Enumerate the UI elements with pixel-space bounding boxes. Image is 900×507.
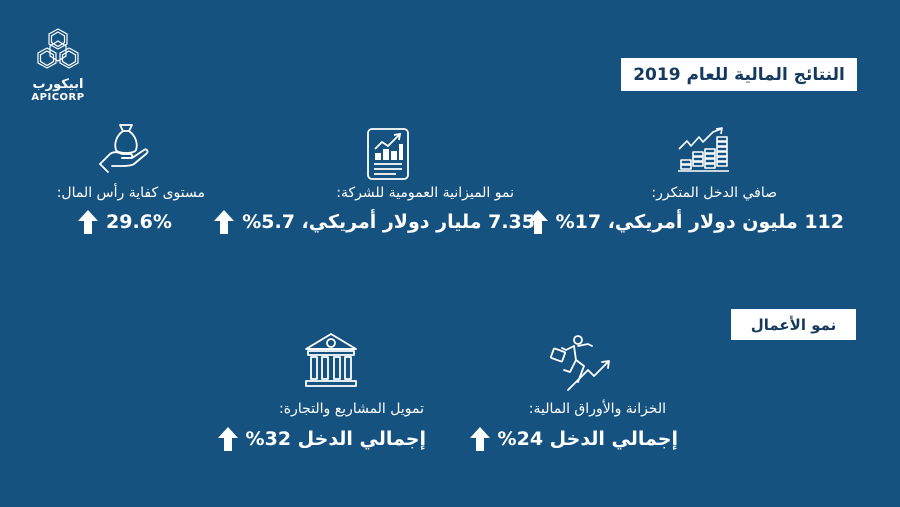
net-recurring-income-label: صافي الدخل المتكرر: — [651, 185, 777, 201]
project-trade-finance-amount: إجمالي الدخل 32% — [245, 428, 426, 450]
up-arrow-icon — [527, 210, 548, 234]
money-bag-hand-icon — [99, 124, 149, 173]
treasury-securities-label: الخزانة والأوراق المالية: — [528, 401, 666, 417]
apicorp-emblem-icon — [37, 28, 79, 69]
up-arrow-icon — [469, 427, 490, 451]
logo-english-text: APICORP — [31, 92, 85, 103]
apicorp-logo: ابيكورب APICORP — [28, 26, 88, 104]
logo-arabic-text: ابيكورب — [32, 77, 84, 92]
capital-adequacy-amount: 29.6% — [106, 211, 172, 233]
balance-sheet-growth-amount: 7.35 مليار دولار أمريكي، 5.7% — [242, 211, 535, 233]
net-recurring-income-value: 112 مليون دولار أمريكي، 17% — [527, 210, 844, 234]
up-arrow-icon — [217, 427, 238, 451]
up-arrow-icon — [78, 210, 98, 234]
treasury-securities-amount: إجمالي الدخل 24% — [497, 428, 678, 450]
net-recurring-income-amount: 112 مليون دولار أمريكي، 17% — [555, 211, 844, 233]
business-growth-title: نمو الأعمال — [731, 309, 856, 340]
up-arrow-icon — [214, 210, 235, 234]
bank-building-icon — [305, 333, 357, 387]
financial-results-title: النتائج المالية للعام 2019 — [621, 58, 857, 91]
balance-sheet-growth-label: نمو الميزانية العمومية للشركة: — [336, 185, 514, 201]
capital-adequacy-label: مستوى كفاية رأس المال: — [56, 185, 205, 201]
project-trade-finance-label: تمويل المشاريع والتجارة: — [279, 401, 424, 417]
coins-growth-chart-icon — [678, 127, 729, 172]
project-trade-finance-value: إجمالي الدخل 32% — [217, 427, 426, 451]
businessman-growth-arrow-icon — [550, 335, 610, 391]
capital-adequacy-value: 29.6% — [78, 210, 172, 234]
report-chart-document-icon — [367, 128, 409, 180]
balance-sheet-growth-value: 7.35 مليار دولار أمريكي، 5.7% — [214, 210, 535, 234]
treasury-securities-value: إجمالي الدخل 24% — [469, 427, 678, 451]
